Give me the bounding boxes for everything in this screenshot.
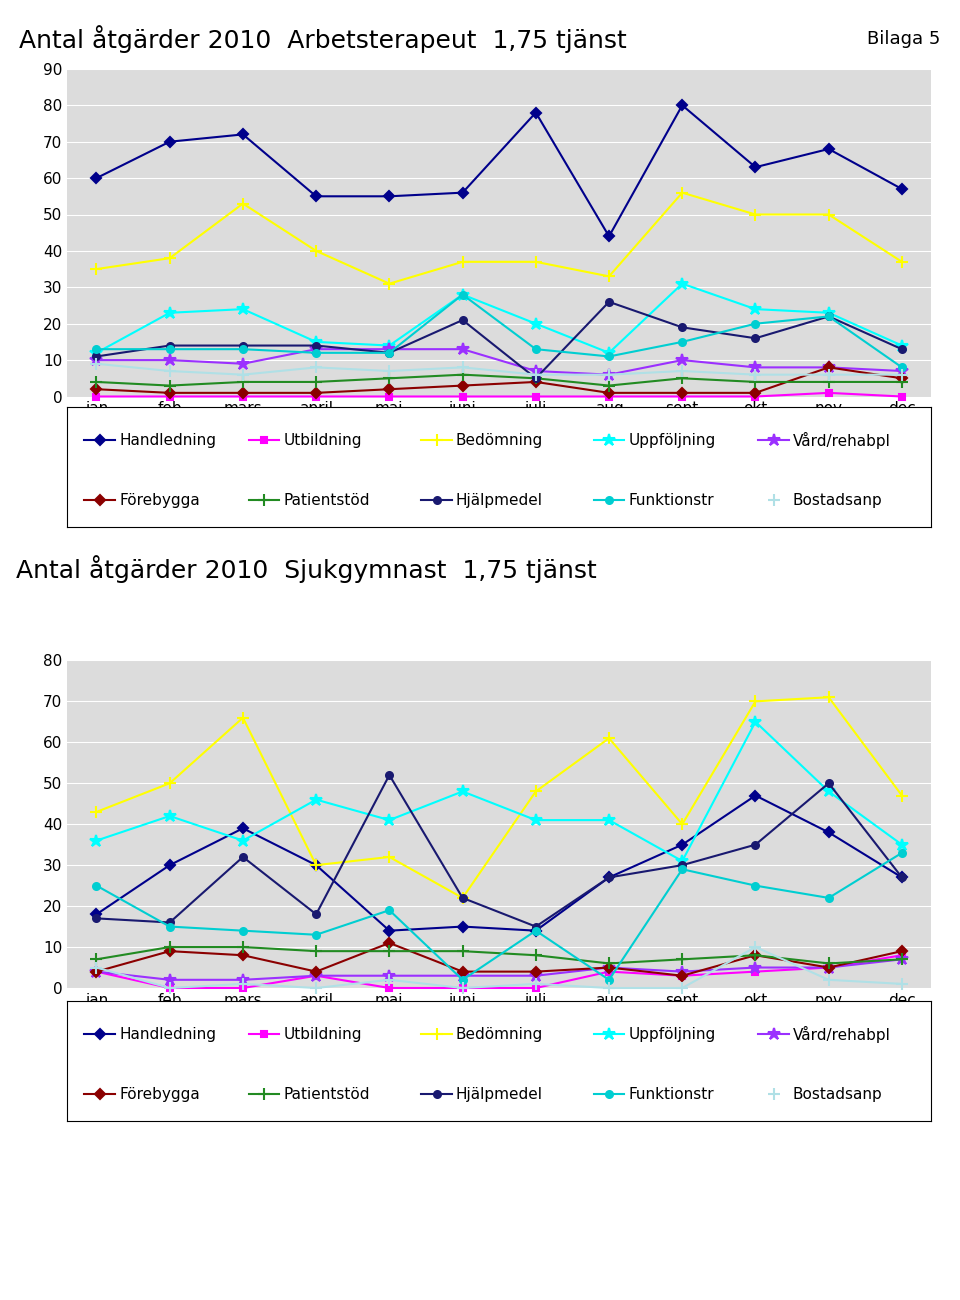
Text: Utbildning: Utbildning (283, 433, 362, 448)
Text: Förebygga: Förebygga (119, 493, 200, 508)
Text: Förebygga: Förebygga (119, 1087, 200, 1102)
Text: Bedömning: Bedömning (456, 433, 543, 448)
Text: Vård/rehabpl: Vård/rehabpl (793, 432, 891, 448)
Text: Patientstöd: Patientstöd (283, 1087, 370, 1102)
Text: Patientstöd: Patientstöd (283, 493, 370, 508)
Text: Funktionstr: Funktionstr (629, 1087, 714, 1102)
Text: Hjälpmedel: Hjälpmedel (456, 1087, 543, 1102)
Text: Funktionstr: Funktionstr (629, 493, 714, 508)
Text: Hjälpmedel: Hjälpmedel (456, 493, 543, 508)
Text: Bostadsanp: Bostadsanp (793, 1087, 882, 1102)
Text: Uppföljning: Uppföljning (629, 433, 716, 448)
Text: Vård/rehabpl: Vård/rehabpl (793, 1026, 891, 1043)
Text: Uppföljning: Uppföljning (629, 1027, 716, 1043)
Text: Handledning: Handledning (119, 433, 216, 448)
Text: Bilaga 5: Bilaga 5 (868, 30, 941, 48)
Text: Handledning: Handledning (119, 1027, 216, 1043)
Text: Antal åtgärder 2010  Sjukgymnast  1,75 tjänst: Antal åtgärder 2010 Sjukgymnast 1,75 tjä… (16, 555, 597, 584)
Text: Bedömning: Bedömning (456, 1027, 543, 1043)
Text: Antal åtgärder 2010  Arbetsterapeut  1,75 tjänst: Antal åtgärder 2010 Arbetsterapeut 1,75 … (19, 25, 627, 53)
Text: Bostadsanp: Bostadsanp (793, 493, 882, 508)
Text: Utbildning: Utbildning (283, 1027, 362, 1043)
